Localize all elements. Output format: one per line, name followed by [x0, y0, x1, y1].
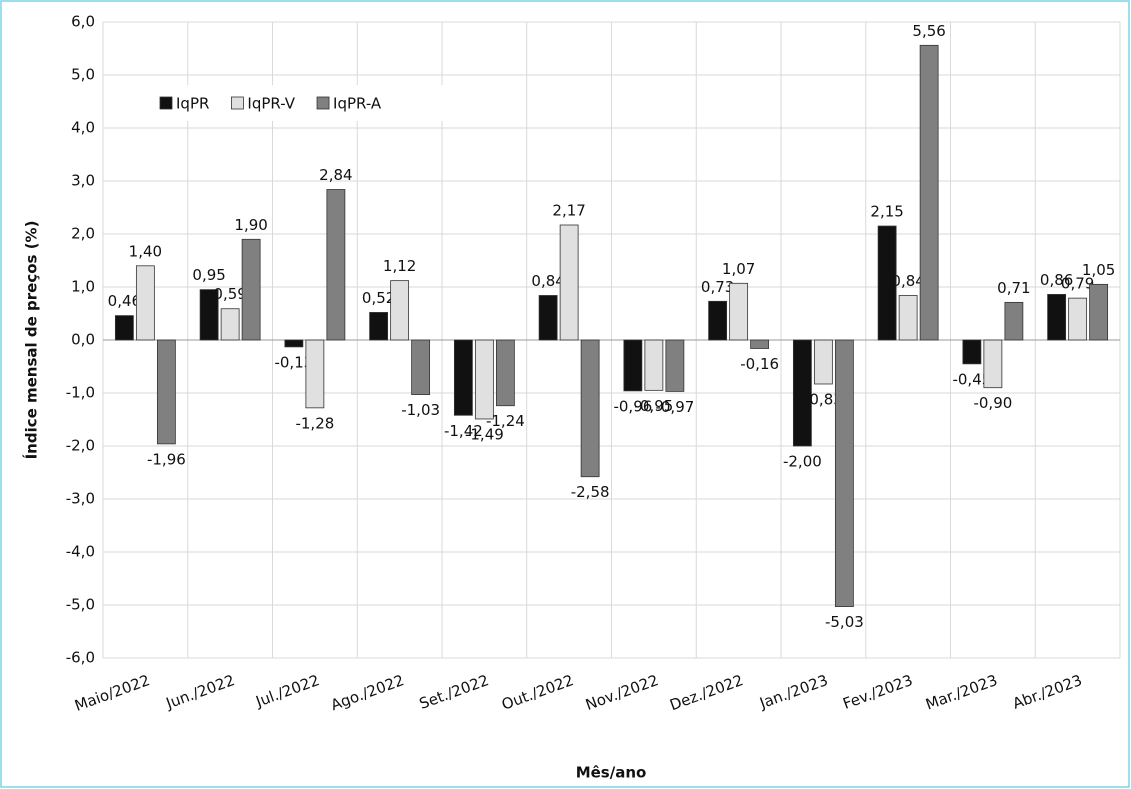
value-label: -1,24 [486, 412, 525, 430]
y-tick-label: 4,0 [71, 119, 95, 137]
bar [1089, 283, 1109, 341]
value-label: -0,83 [804, 390, 843, 408]
legend-swatch [231, 96, 244, 110]
value-label: -1,96 [147, 450, 186, 468]
value-label: 2,17 [552, 201, 585, 219]
value-label: 0,84 [531, 272, 564, 290]
bar [199, 289, 219, 341]
legend: IqPR IqPR-V IqPR-A [150, 85, 490, 121]
value-label: 2,15 [870, 203, 903, 221]
bar [156, 339, 176, 445]
y-tick-label: -4,0 [66, 543, 95, 561]
bar [729, 282, 749, 341]
value-label: 5,56 [912, 22, 945, 40]
y-tick-label: 3,0 [71, 172, 95, 190]
value-label: -1,28 [295, 414, 334, 432]
value-label: 0,95 [192, 266, 225, 284]
value-label: -0,90 [973, 394, 1012, 412]
y-tick-label: -6,0 [66, 649, 95, 667]
bar [898, 295, 918, 341]
bar [495, 339, 515, 407]
value-label: -2,00 [783, 453, 822, 471]
bar [919, 44, 939, 341]
bar [623, 339, 643, 392]
y-tick-label: 2,0 [71, 225, 95, 243]
value-label: 1,07 [722, 260, 755, 278]
bar [411, 339, 431, 395]
value-label: -2,58 [571, 483, 610, 501]
value-label: 0,52 [362, 289, 395, 307]
y-tick-label: 0,0 [71, 331, 95, 349]
bar [114, 315, 134, 341]
bar [1068, 297, 1088, 341]
bar [453, 339, 473, 416]
y-axis-title: Índice mensal de preços (%) [22, 221, 41, 460]
bar [305, 339, 325, 409]
legend-label: IqPR [176, 95, 209, 113]
bar [644, 339, 664, 391]
bar [538, 295, 558, 341]
bar [220, 308, 240, 341]
legend-label: IqPR-V [247, 95, 295, 113]
y-tick-label: 5,0 [71, 66, 95, 84]
bar [474, 339, 494, 420]
legend-swatch [316, 96, 330, 110]
value-label: -0,16 [740, 355, 779, 373]
bar [326, 189, 346, 341]
value-label: 1,90 [234, 216, 267, 234]
bar [369, 312, 389, 341]
legend-label: IqPR-A [333, 95, 382, 113]
value-label: 0,84 [891, 272, 924, 290]
value-label: -1,42 [444, 422, 483, 440]
bar [1004, 301, 1024, 341]
value-label: 0,59 [213, 285, 246, 303]
value-label: 1,40 [129, 242, 162, 260]
bar [390, 280, 410, 341]
value-label: -1,03 [401, 401, 440, 419]
bar [284, 339, 304, 348]
y-tick-label: -3,0 [66, 490, 95, 508]
value-label: -0,13 [274, 353, 313, 371]
bar [983, 339, 1003, 389]
bar [580, 339, 600, 478]
bar [813, 339, 833, 385]
y-tick-label: -1,0 [66, 384, 95, 402]
value-label: -1,49 [465, 425, 504, 443]
bar [135, 265, 155, 341]
value-label: 1,05 [1082, 261, 1115, 279]
y-tick-label: -5,0 [66, 596, 95, 614]
bar [708, 300, 728, 341]
value-label: 0,86 [1040, 271, 1073, 289]
value-label: 0,71 [997, 279, 1030, 297]
value-label: -5,03 [825, 613, 864, 631]
bar [962, 339, 982, 365]
value-label: -0,45 [952, 370, 991, 388]
y-tick-label: 1,0 [71, 278, 95, 296]
value-label: 2,84 [319, 166, 352, 184]
bar [241, 238, 261, 341]
value-label: 0,79 [1061, 275, 1094, 293]
y-tick-label: -2,0 [66, 437, 95, 455]
bar [750, 339, 770, 349]
y-tick-label: 6,0 [71, 13, 95, 31]
bar [665, 339, 685, 392]
value-label: 0,46 [108, 292, 141, 310]
value-label: -0,95 [634, 397, 673, 415]
value-label: 0,73 [701, 278, 734, 296]
bar [792, 339, 812, 447]
x-axis-title: Mês/ano [576, 764, 647, 782]
bar [834, 339, 854, 607]
value-label: -0,96 [613, 397, 652, 415]
value-label: -0,97 [655, 398, 694, 416]
bar [877, 225, 897, 341]
value-label: 1,12 [383, 257, 416, 275]
legend-swatch [159, 96, 173, 110]
bar [1047, 294, 1067, 341]
bar [559, 224, 579, 341]
